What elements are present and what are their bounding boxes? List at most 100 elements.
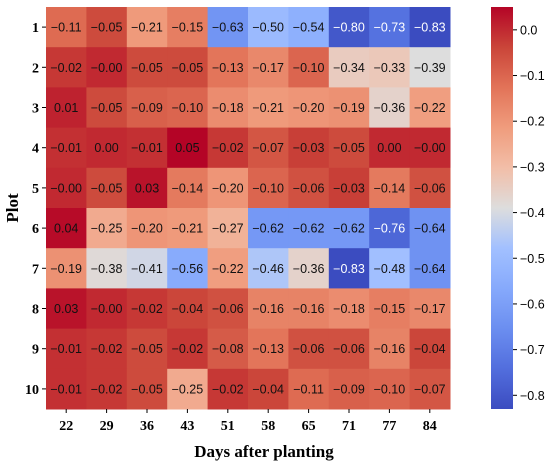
cell-value-label: 0.04	[54, 222, 78, 236]
cell-value-label: −0.21	[252, 101, 284, 115]
heatmap-cell	[167, 368, 209, 410]
cell-value-label: −0.14	[374, 181, 406, 195]
heatmap-cell	[328, 248, 370, 289]
cell-value-label: −0.03	[293, 141, 325, 155]
cell-value-label: −0.06	[212, 302, 244, 316]
cell-value-label: −0.62	[293, 222, 325, 236]
cell-value-label: −0.18	[333, 302, 365, 316]
heatmap-cell	[207, 248, 249, 289]
heatmap-cell	[369, 7, 411, 48]
heatmap-cell	[409, 368, 451, 410]
x-tick-label: 51	[221, 419, 235, 434]
heatmap-cell	[126, 7, 168, 48]
heatmap-cell	[126, 328, 168, 370]
cell-value-label: −0.02	[91, 342, 123, 356]
cell-value-label: −0.04	[414, 342, 446, 356]
cell-value-label: −0.10	[252, 181, 284, 195]
heatmap-cell	[248, 7, 289, 48]
colorbar-tick-label: 0.0	[520, 23, 537, 37]
heatmap-cell	[288, 7, 330, 48]
x-tick-label: 43	[180, 419, 194, 434]
cell-value-label: −0.17	[414, 302, 446, 316]
cell-value-label: −0.01	[50, 141, 82, 155]
cell-value-label: −0.08	[212, 342, 244, 356]
heatmap-cell	[409, 87, 451, 129]
heatmap-cell	[409, 288, 451, 330]
cell-value-label: −0.13	[252, 342, 284, 356]
y-tick-label: 5	[32, 182, 39, 197]
heatmap-cell	[248, 368, 289, 410]
cell-value-label: −0.25	[91, 222, 123, 236]
cell-value-label: −0.02	[212, 382, 244, 396]
colorbar-tick-label: −0.1	[520, 69, 545, 83]
heatmap-cell	[328, 368, 370, 410]
colorbar-ticks: 0.0 −0.1 −0.2 −0.3 −0.4 −0.5 −0.6 −0.7 −0.8	[513, 23, 545, 403]
heatmap-cell	[167, 127, 209, 169]
cell-value-label: −0.02	[212, 141, 244, 155]
heatmap-cell	[46, 288, 87, 330]
heatmap-cell	[207, 7, 249, 48]
heatmap-cell	[86, 7, 128, 48]
colorbar-tick-label: −0.3	[520, 160, 545, 174]
y-axis-ticks: 1 2 3 4 5 6 7 8 9 10	[25, 21, 46, 398]
cell-value-label: −0.00	[414, 141, 446, 155]
heatmap-cells	[46, 7, 451, 410]
heatmap-cell	[248, 328, 289, 370]
cell-value-label: −0.05	[172, 61, 204, 75]
cell-value-label: −0.02	[50, 61, 82, 75]
heatmap-cell	[167, 87, 209, 129]
y-tick-label: 1	[32, 21, 39, 36]
cell-value-label: −0.76	[374, 222, 406, 236]
heatmap-cell	[409, 328, 451, 370]
cell-value-label: 0.03	[135, 181, 159, 195]
heatmap-cell	[167, 288, 209, 330]
x-tick-label: 58	[261, 419, 275, 434]
cell-value-label: −0.64	[414, 262, 446, 276]
cell-value-label: 0.05	[175, 141, 199, 155]
cell-value-label: −0.05	[131, 342, 163, 356]
heatmap-cell	[328, 288, 370, 330]
heatmap-cell	[86, 248, 128, 289]
heatmap-cell	[46, 368, 87, 410]
cell-value-label: −0.05	[131, 61, 163, 75]
heatmap-cell	[288, 127, 330, 169]
heatmap-cell	[369, 127, 411, 169]
heatmap-cell	[328, 87, 370, 129]
cell-value-label: −0.17	[252, 61, 284, 75]
y-tick-label: 10	[25, 383, 39, 398]
x-axis-ticks: 22 29 36 43 51 58 65 71 77 84	[59, 409, 437, 434]
cell-value-label: −0.11	[51, 21, 82, 35]
cell-value-label: −0.56	[172, 262, 204, 276]
heatmap-cell	[86, 368, 128, 410]
cell-value-label: −0.22	[414, 101, 446, 115]
colorbar-tick-label: −0.4	[520, 206, 545, 220]
heatmap-cell	[248, 248, 289, 289]
heatmap-cell	[126, 288, 168, 330]
cell-value-label: −0.38	[91, 262, 123, 276]
y-axis-label: Plot	[3, 193, 22, 223]
cell-value-label: −0.04	[172, 302, 204, 316]
heatmap-cell	[369, 87, 411, 129]
heatmap-cell	[328, 328, 370, 370]
heatmap-cell	[86, 167, 128, 209]
cell-value-label: −0.07	[414, 382, 446, 396]
cell-value-label: 0.00	[94, 141, 118, 155]
colorbar-tick-label: −0.7	[520, 343, 545, 357]
heatmap-cell	[46, 127, 87, 169]
y-tick-label: 2	[32, 61, 39, 76]
heatmap-cell	[46, 328, 87, 370]
cell-value-label: −0.06	[414, 181, 446, 195]
heatmap-cell	[126, 87, 168, 129]
cell-value-label: −0.00	[91, 302, 123, 316]
cell-value-label: −0.02	[131, 302, 163, 316]
cell-value-label: −0.06	[333, 342, 365, 356]
heatmap-cell	[207, 167, 249, 209]
x-axis-label: Days after planting	[194, 442, 334, 461]
cell-value-label: −0.15	[374, 302, 406, 316]
cell-value-label: −0.34	[333, 61, 365, 75]
heatmap-cell	[409, 127, 451, 169]
cell-value-label: −0.19	[50, 262, 82, 276]
heatmap-cell	[369, 208, 411, 249]
cell-value-label: −0.48	[374, 262, 406, 276]
heatmap-cell	[328, 7, 370, 48]
